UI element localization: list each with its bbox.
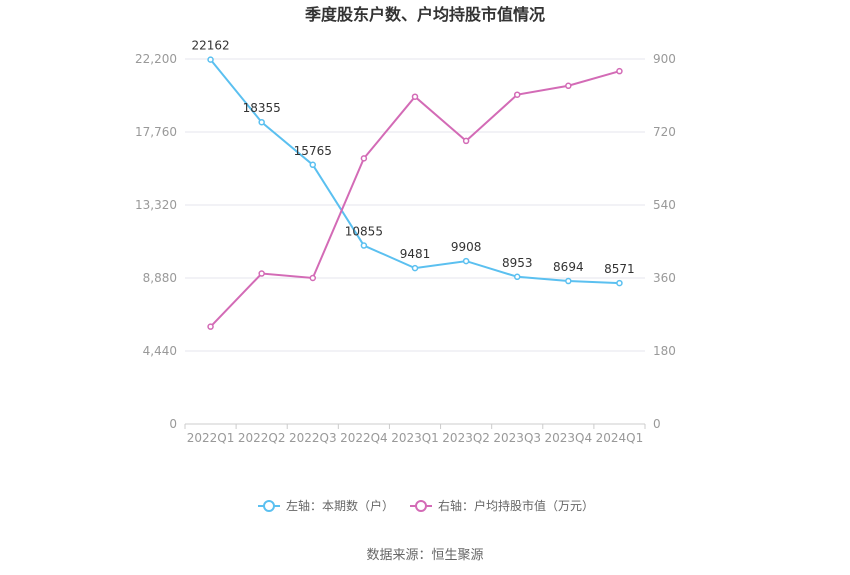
left-tick-label: 13,320 <box>135 198 177 212</box>
data-point <box>309 161 317 169</box>
x-tick-label: 2024Q1 <box>596 431 644 445</box>
legend-marker-icon <box>263 500 275 512</box>
right-tick-label: 540 <box>653 198 676 212</box>
chart-title: 季度股东户数、户均持股市值情况 <box>304 5 545 24</box>
legend-item-2[interactable]: 右轴：户均持股市值（万元） <box>410 498 594 513</box>
right-tick-label: 360 <box>653 271 676 285</box>
data-point <box>616 279 623 287</box>
left-tick-label: 17,760 <box>135 125 177 139</box>
data-point <box>360 242 368 249</box>
x-tick-label: 2023Q1 <box>391 431 439 445</box>
data-label: 18355 <box>243 101 281 115</box>
data-label: 15765 <box>294 144 332 158</box>
right-axis: 0 180 360 540 720 900 <box>653 52 676 431</box>
data-source: 数据来源：恒生聚源 <box>366 548 483 563</box>
data-point <box>462 257 470 265</box>
data-point <box>411 93 419 100</box>
left-tick-label: 4,440 <box>143 344 177 358</box>
series-1: 22162 18355 15765 10855 9481 9908 8953 8694 8571 <box>191 39 635 287</box>
right-tick-label: 180 <box>653 344 676 358</box>
x-tick-label: 2022Q1 <box>187 431 235 445</box>
series-2 <box>207 67 623 330</box>
left-tick-label: 8,880 <box>143 271 177 285</box>
right-tick-label: 0 <box>653 417 661 431</box>
legend-label: 右轴：户均持股市值（万元） <box>438 498 594 513</box>
data-point <box>207 56 214 63</box>
right-tick-label: 900 <box>653 52 676 66</box>
data-label: 22162 <box>191 39 229 53</box>
data-point <box>513 273 521 281</box>
data-label: 9908 <box>451 240 482 254</box>
legend-item-1[interactable]: 左轴：本期数（户） <box>258 498 394 513</box>
data-point <box>411 264 419 272</box>
data-point <box>462 137 470 145</box>
x-tick-label: 2023Q2 <box>442 431 490 445</box>
left-tick-label: 0 <box>169 417 177 431</box>
data-label: 8571 <box>604 262 635 276</box>
data-point <box>360 155 368 162</box>
data-point <box>513 91 521 98</box>
data-point <box>309 274 317 282</box>
x-tick-label: 2022Q4 <box>340 431 388 445</box>
x-axis: 2022Q1 2022Q2 2022Q3 2022Q4 2023Q1 2023Q2 2023… <box>184 424 646 445</box>
data-label: 8953 <box>502 256 533 270</box>
series-layer: 22162 18355 15765 10855 9481 9908 8953 8694 8571 <box>191 39 635 330</box>
legend-marker-icon <box>415 500 427 512</box>
x-tick-label: 2022Q3 <box>289 431 337 445</box>
legend[interactable]: 左轴：本期数（户） 右轴：户均持股市值（万元） <box>258 498 594 513</box>
data-point <box>565 82 572 90</box>
legend-label: 左轴：本期数（户） <box>286 498 394 513</box>
data-point <box>565 277 572 285</box>
left-tick-label: 22,200 <box>135 52 177 66</box>
data-point <box>207 323 214 330</box>
data-label: 10855 <box>345 225 383 239</box>
x-tick-label: 2023Q4 <box>545 431 593 445</box>
data-point <box>616 67 623 75</box>
data-point <box>258 270 265 277</box>
x-tick-label: 2022Q2 <box>238 431 286 445</box>
data-label: 8694 <box>553 260 584 274</box>
right-tick-label: 720 <box>653 125 676 139</box>
data-point <box>258 118 265 126</box>
x-tick-label: 2023Q3 <box>493 431 541 445</box>
data-label: 9481 <box>400 247 431 261</box>
grid <box>185 58 645 425</box>
left-axis: 0 4,440 8,880 13,320 17,760 22,200 <box>135 52 177 431</box>
